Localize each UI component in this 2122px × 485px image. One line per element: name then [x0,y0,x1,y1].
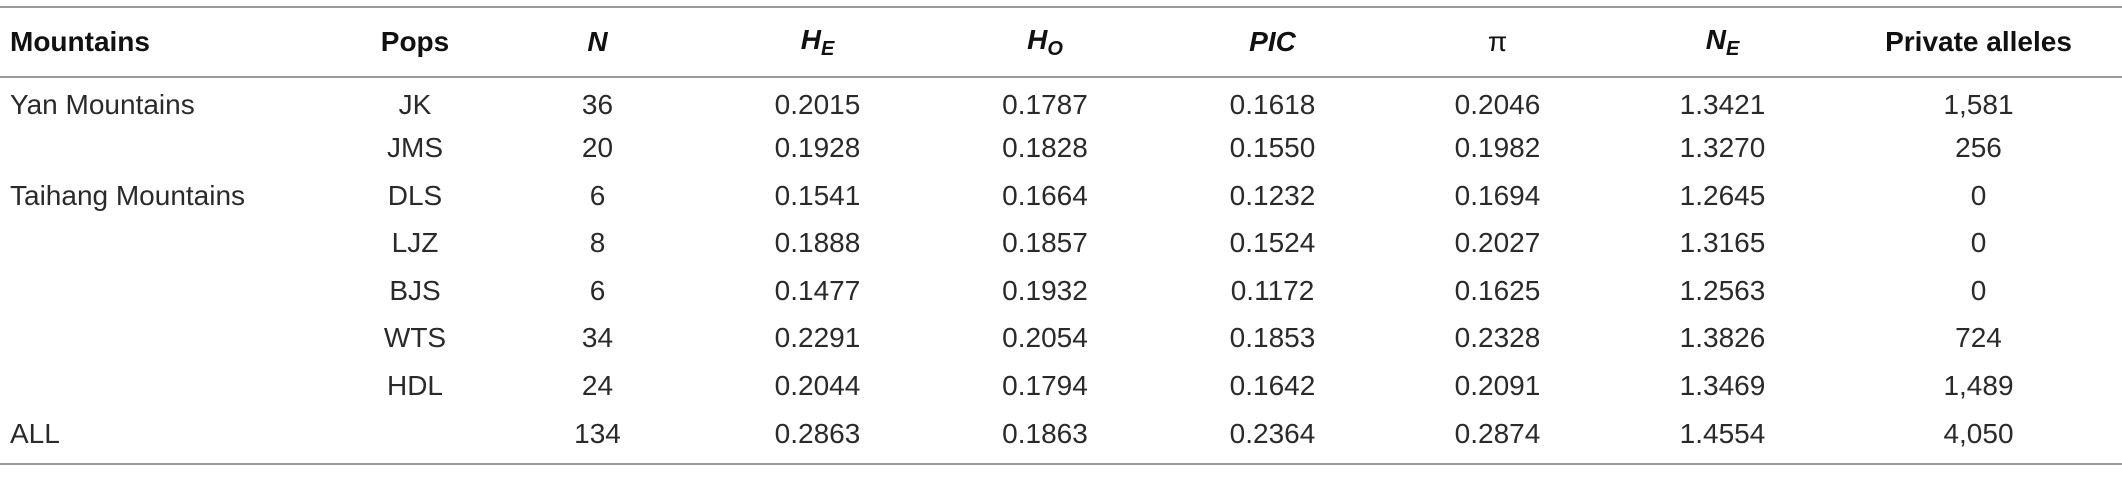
cell-pop: BJS [389,274,441,306]
cell-private-alleles: 0 [1970,179,1987,211]
cell-pic: 0.1232 [1229,179,1316,211]
table-row-total: ALL 134 0.2863 0.1863 0.2364 0.2874 1.45… [0,409,2122,465]
cell-n: 6 [589,274,606,306]
population-diversity-table: Mountains Pops N HE HO PIC π NE Private … [0,6,2122,465]
cell-ne: 1.2563 [1679,274,1766,306]
cell-mountain [0,220,340,268]
header-ho: HO [930,6,1160,78]
cell-he: 0.2291 [774,322,861,354]
header-ho-sub: O [1047,37,1063,60]
header-ne-sub: E [1725,37,1740,60]
cell-n: 134 [490,409,705,465]
header-he: HE [705,6,930,78]
header-ne-main: N [1705,23,1726,55]
cell-pic: 0.1524 [1229,227,1316,259]
header-private-alleles: Private alleles [1835,6,2122,78]
cell-pi: 0.1694 [1454,179,1541,211]
cell-private-alleles: 256 [1955,132,2002,164]
cell-n: 34 [581,322,614,354]
cell-pi: 0.2874 [1385,409,1610,465]
cell-mountain [0,267,340,315]
table-row: WTS 34 0.2291 0.2054 0.1853 0.2328 1.382… [0,315,2122,363]
cell-private-alleles: 1,489 [1943,369,2014,401]
cell-pic: 0.1853 [1229,322,1316,354]
cell-he: 0.1541 [774,179,861,211]
cell-n: 6 [589,179,606,211]
cell-he: 0.1928 [774,132,861,164]
cell-mountain: Yan Mountains [10,89,195,121]
cell-ho: 0.1932 [1002,274,1088,306]
cell-n: 20 [581,132,614,164]
cell-private-alleles: 0 [1970,227,1987,259]
cell-pop: JMS [387,132,443,164]
cell-ne: 1.3421 [1679,89,1766,121]
cell-he: 0.2044 [774,369,861,401]
cell-private-alleles: 4,050 [1835,409,2122,465]
cell-pi: 0.2027 [1454,227,1541,259]
cell-pi: 0.2328 [1454,322,1541,354]
table-row: Taihang Mountains DLS 6 0.1541 0.1664 0.… [0,172,2122,220]
cell-pop: HDL [386,369,443,401]
cell-mountain [0,125,340,173]
cell-mountain [0,315,340,363]
cell-private-alleles: 1,581 [1943,89,2014,121]
header-row: Mountains Pops N HE HO PIC π NE Private … [0,6,2122,78]
cell-n: 36 [581,89,614,121]
header-pi: π [1385,6,1610,78]
cell-ne: 1.3826 [1679,322,1766,354]
table-body: Yan Mountains JK 36 0.2015 0.1787 0.1618… [0,77,2122,465]
header-pic: PIC [1160,6,1385,78]
cell-pi: 0.1982 [1454,132,1541,164]
cell-pop: DLS [387,179,443,211]
header-n: N [490,6,705,78]
cell-he: 0.1888 [774,227,861,259]
cell-pi: 0.2091 [1454,369,1541,401]
cell-n: 8 [589,227,606,259]
cell-ne: 1.3270 [1679,132,1766,164]
cell-ho: 0.1863 [930,409,1160,465]
cell-ne: 1.3469 [1679,369,1766,401]
cell-pop [340,409,490,465]
table-row: BJS 6 0.1477 0.1932 0.1172 0.1625 1.2563… [0,267,2122,315]
cell-ho: 0.1794 [1002,369,1088,401]
header-pops: Pops [340,6,490,78]
table-row: JMS 20 0.1928 0.1828 0.1550 0.1982 1.327… [0,125,2122,173]
cell-pi: 0.2046 [1454,89,1541,121]
table-row: Yan Mountains JK 36 0.2015 0.1787 0.1618… [0,77,2122,125]
cell-pop: LJZ [391,227,439,259]
header-mountains: Mountains [0,6,340,78]
cell-pic: 0.1618 [1229,89,1316,121]
cell-pic: 0.2364 [1160,409,1385,465]
cell-mountain: Taihang Mountains [10,179,246,211]
cell-pic: 0.1172 [1230,274,1315,306]
cell-pop: JK [398,89,432,121]
cell-mountain [0,362,340,410]
header-he-main: H [800,23,821,55]
cell-ho: 0.2054 [1002,322,1088,354]
cell-pic: 0.1642 [1229,369,1316,401]
table-row: HDL 24 0.2044 0.1794 0.1642 0.2091 1.346… [0,362,2122,410]
cell-ho: 0.1664 [1002,179,1088,211]
cell-ne: 1.4554 [1610,409,1835,465]
cell-ne: 1.2645 [1679,179,1766,211]
cell-mountain: ALL [0,409,340,465]
header-ne: NE [1610,6,1835,78]
cell-private-alleles: 0 [1970,274,1987,306]
cell-pic: 0.1550 [1229,132,1316,164]
cell-he: 0.1477 [774,274,861,306]
header-ho-main: H [1027,23,1048,55]
cell-pop: WTS [383,322,447,354]
cell-ho: 0.1787 [1002,89,1088,121]
cell-n: 24 [581,369,614,401]
header-he-sub: E [820,37,835,60]
cell-he: 0.2015 [774,89,861,121]
cell-private-alleles: 724 [1955,322,2002,354]
cell-ne: 1.3165 [1679,227,1766,259]
table-row: LJZ 8 0.1888 0.1857 0.1524 0.2027 1.3165… [0,220,2122,268]
cell-ho: 0.1828 [1002,132,1088,164]
cell-he: 0.2863 [705,409,930,465]
cell-ho: 0.1857 [1002,227,1088,259]
cell-pi: 0.1625 [1454,274,1541,306]
